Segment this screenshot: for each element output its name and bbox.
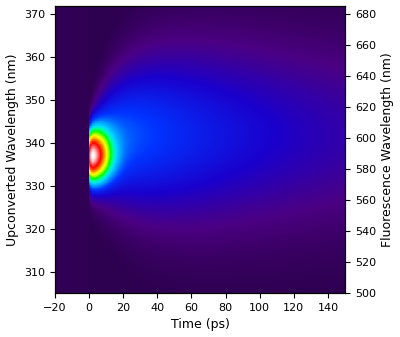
Y-axis label: Upconverted Wavelength (nm): Upconverted Wavelength (nm) [6, 53, 18, 246]
Y-axis label: Fluorescence Wavelength (nm): Fluorescence Wavelength (nm) [382, 52, 394, 247]
X-axis label: Time (ps): Time (ps) [170, 318, 230, 332]
